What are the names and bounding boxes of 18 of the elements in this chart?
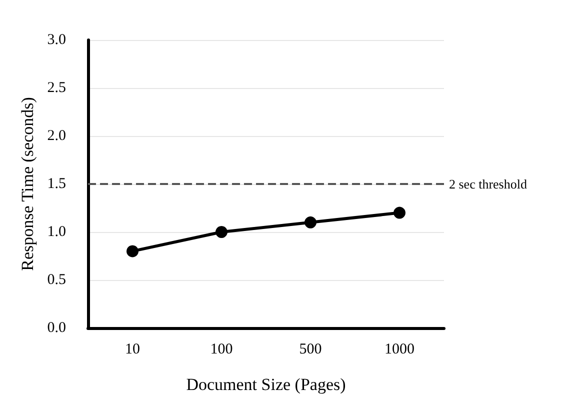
x-tick-label: 500 — [299, 342, 322, 358]
y-tick-label: 1.5 — [47, 176, 66, 192]
y-tick-label: 1.0 — [47, 224, 66, 240]
x-tick-label: 100 — [210, 342, 233, 358]
y-tick-label: 0.5 — [47, 272, 66, 288]
point — [126, 245, 138, 258]
x-tick-label: 10 — [125, 342, 140, 358]
y-tick-label: 0.0 — [47, 320, 66, 336]
y-axis-title: Response Time (seconds) — [18, 97, 37, 271]
x-tick-label: 1000 — [384, 342, 414, 358]
y-tick-label: 2.5 — [47, 80, 66, 96]
x-axis-title: Document Size (Pages) — [186, 375, 346, 394]
y-tick-label: 2.0 — [47, 128, 66, 144]
point — [394, 206, 406, 219]
point — [304, 216, 316, 228]
ref-line-label: 2 sec threshold — [449, 176, 528, 192]
point — [216, 226, 228, 238]
y-tick-label: 3.0 — [47, 32, 66, 48]
